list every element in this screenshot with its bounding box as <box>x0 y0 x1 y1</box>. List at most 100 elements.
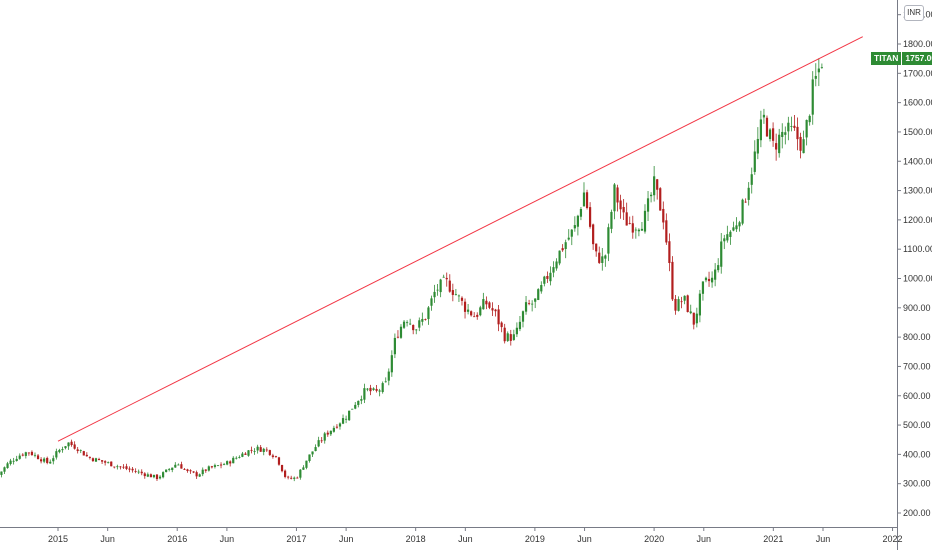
candle-body <box>717 265 720 271</box>
x-tick-label: 2022 <box>883 534 903 544</box>
candle-body <box>110 461 113 467</box>
x-tick-label: 2016 <box>167 534 187 544</box>
candle-body <box>814 75 817 79</box>
candle-body <box>161 472 165 478</box>
candle-body <box>21 454 24 456</box>
candle-body <box>39 459 43 462</box>
candle-body <box>280 464 284 472</box>
candle-body <box>195 472 198 477</box>
candle-body <box>692 312 695 325</box>
candle-body <box>537 289 540 300</box>
candle-body <box>58 449 61 453</box>
candle-body <box>296 477 299 479</box>
candle-body <box>384 381 387 383</box>
candle-body <box>518 321 522 330</box>
candle-body <box>735 225 738 230</box>
candle-body <box>396 336 400 338</box>
candle-body <box>250 449 253 451</box>
currency-badge[interactable]: INR <box>904 5 924 21</box>
candle-body <box>808 115 811 123</box>
candle-body <box>88 457 91 458</box>
trendline[interactable] <box>57 36 863 442</box>
candle-body <box>79 450 82 451</box>
candle-body <box>723 238 726 242</box>
candle-body <box>113 466 116 468</box>
candle-body <box>168 469 171 471</box>
candle-body <box>125 466 128 469</box>
y-tick-label: 1100.00 <box>903 244 932 254</box>
candle-body <box>104 461 107 463</box>
last-price-value: 1757.00 <box>902 52 932 65</box>
candle-body <box>494 309 497 312</box>
candle-body <box>305 460 308 468</box>
candle-body <box>643 210 647 232</box>
candle-body <box>811 79 814 115</box>
candle-body <box>534 298 537 302</box>
candle-body <box>338 423 342 427</box>
y-tick-label: 1700.00 <box>903 68 932 78</box>
candle-body <box>454 294 457 296</box>
candle-body <box>64 446 67 449</box>
candle-body <box>634 229 637 231</box>
candle-body <box>512 334 515 340</box>
x-tick-label: Jun <box>339 534 354 544</box>
candle-body <box>793 125 796 128</box>
candle-body <box>701 281 705 294</box>
candle-body <box>94 458 98 462</box>
candle-body <box>344 418 348 420</box>
candle-body <box>759 119 762 141</box>
candle-body <box>213 465 217 467</box>
x-tick-label: 2020 <box>644 534 664 544</box>
candle-body <box>677 299 680 311</box>
candle-body <box>219 464 223 466</box>
candle-body <box>463 301 467 312</box>
candle-body <box>488 302 491 308</box>
candle-body <box>479 307 482 316</box>
candle-body <box>183 468 186 470</box>
candle-body <box>653 176 656 196</box>
candle-body <box>61 449 64 451</box>
candle-body <box>18 455 21 459</box>
candle-body <box>631 223 634 233</box>
candle-body <box>229 461 232 464</box>
candle-body <box>186 469 189 472</box>
candle-body <box>360 399 363 401</box>
candle-body <box>616 187 619 203</box>
candle-body <box>775 143 778 150</box>
candle-body <box>222 464 226 466</box>
y-tick-label: 1600.00 <box>903 98 932 108</box>
candle-body <box>27 452 30 454</box>
candle-body <box>232 457 235 464</box>
candle-body <box>756 138 759 154</box>
candle-body <box>409 323 412 325</box>
candle-body <box>415 329 418 331</box>
candle-body <box>707 278 711 282</box>
candle-body <box>595 243 598 252</box>
candle-body <box>320 440 323 442</box>
candle-body <box>799 136 802 151</box>
candle-body <box>540 285 543 292</box>
candle-body <box>796 126 799 140</box>
candle-body <box>216 465 220 467</box>
candle-body <box>274 456 278 457</box>
candle-body <box>497 309 500 325</box>
candle-body <box>506 333 509 341</box>
candle-body <box>451 290 454 295</box>
candle-body <box>293 477 296 479</box>
candle-body <box>424 319 427 320</box>
candle-body <box>622 206 625 213</box>
candle-body <box>52 458 55 462</box>
candle-body <box>671 261 674 300</box>
candle-body <box>531 303 534 305</box>
candle-body <box>771 128 775 141</box>
x-tick-label: Jun <box>100 534 115 544</box>
candle-body <box>271 455 274 457</box>
candle-body <box>15 458 18 461</box>
candle-body <box>335 426 339 428</box>
candle-body <box>582 192 586 207</box>
candle-body <box>137 471 140 473</box>
candle-body <box>378 390 381 392</box>
candle-body <box>588 207 592 227</box>
candle-body <box>515 327 518 335</box>
candle-body <box>402 321 406 328</box>
